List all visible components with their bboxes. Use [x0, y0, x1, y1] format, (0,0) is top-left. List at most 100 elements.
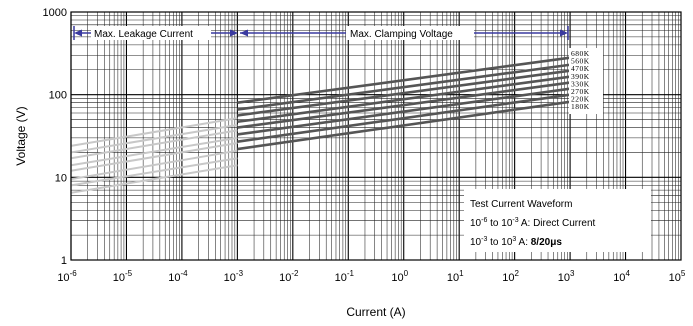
x-tick-base: 10 [613, 272, 625, 284]
clamping-curve-560K [237, 63, 571, 111]
pulse-post: A: [516, 237, 530, 248]
x-tick-base: 10 [502, 272, 514, 284]
x-tick-label: 105 [669, 269, 686, 284]
x-tick-label: 10-1 [335, 269, 355, 284]
clamping-curve-180K [237, 100, 571, 151]
test-waveform-title: Test Current Waveform [470, 199, 572, 210]
curve-label-680K: 680K [571, 49, 590, 58]
x-tick-exponent: 2 [515, 269, 520, 278]
pulse-exp2: 3 [512, 236, 516, 243]
x-tick-label: 104 [613, 269, 630, 284]
y-tick-labels: 1 10 100 1000 [43, 7, 67, 267]
x-tick-label: 10-5 [113, 269, 133, 284]
x-tick-base: 10 [335, 272, 347, 284]
pulse-mid: to 10 [487, 237, 512, 248]
leakage-label: Max. Leakage Current [94, 29, 193, 40]
curve-labels-bg [569, 48, 603, 114]
x-tick-exponent: 1 [459, 269, 464, 278]
x-tick-base: 10 [57, 272, 69, 284]
clamping-annotation: Max. Clamping Voltage [240, 26, 569, 40]
x-tick-label: 10-4 [168, 269, 188, 284]
y-tick-label: 100 [49, 90, 67, 102]
x-tick-label: 103 [558, 269, 575, 284]
grid [70, 12, 681, 261]
x-tick-base: 10 [113, 272, 125, 284]
y-tick-label: 1000 [43, 7, 67, 19]
curve-label-390K: 390K [571, 72, 590, 81]
x-tick-exponent: -1 [347, 269, 355, 278]
clamping-arrow-head-right [560, 29, 568, 37]
curve-label-330K: 330K [571, 79, 590, 88]
x-tick-label: 102 [502, 269, 519, 284]
x-tick-base: 10 [391, 272, 403, 284]
x-tick-label: 10-6 [57, 269, 77, 284]
plot-frame [70, 11, 682, 261]
clamping-label-bg [346, 26, 474, 40]
clamping-curve-220K [237, 93, 571, 143]
x-tick-base: 10 [447, 272, 459, 284]
x-tick-label: 101 [447, 269, 464, 284]
clamping-arrow-head-left [240, 29, 248, 37]
curves [70, 56, 571, 194]
y-tick-label: 10 [55, 172, 67, 184]
x-tick-exponent: 5 [681, 269, 686, 278]
x-tick-exponent: -5 [125, 269, 133, 278]
x-tick-base: 10 [279, 272, 291, 284]
pulse-bold: 8/20μs [531, 237, 563, 248]
clamping-curve-390K [237, 75, 571, 124]
leakage-curve-180K [70, 164, 238, 194]
leakage-annotation: Max. Leakage Current [73, 26, 238, 40]
leakage-label-bg [91, 26, 211, 40]
x-tick-exponent: -2 [291, 269, 299, 278]
x-tick-exponent: 3 [570, 269, 575, 278]
clamping-curve-680K [237, 56, 571, 104]
clamping-curve-470K [237, 69, 571, 117]
x-tick-labels: 10-6 10-5 10-4 10-3 10-2 10-1 100 101 102 103 104 1… [57, 269, 686, 284]
curve-label-470K: 470K [571, 64, 590, 73]
clamping-label: Max. Clamping Voltage [350, 29, 453, 40]
x-tick-exponent: 0 [404, 269, 409, 278]
curve-label-560K: 560K [571, 57, 590, 66]
leakage-curve-560K [70, 123, 238, 154]
test-waveform-line-pulse: 10-3 to 103 A: 8/20μs [470, 236, 562, 248]
test-waveform-box: Test Current Waveform 10-6 to 10-3 A: Di… [464, 189, 651, 252]
curve-label-220K: 220K [571, 95, 590, 104]
leakage-curve-270K [70, 149, 238, 181]
y-axis-title: Voltage (V) [14, 106, 28, 165]
dc-post: A: Direct Current [519, 218, 596, 229]
leakage-curve-470K [70, 129, 238, 160]
x-tick-base: 10 [669, 272, 681, 284]
x-tick-base: 10 [168, 272, 180, 284]
test-waveform-line-dc: 10-6 to 10-3 A: Direct Current [470, 217, 596, 229]
x-tick-base: 10 [224, 272, 236, 284]
x-tick-label: 10-3 [224, 269, 244, 284]
leakage-curve-680K [70, 117, 238, 147]
dc-base1: 10 [470, 218, 482, 229]
x-tick-label: 100 [391, 269, 408, 284]
dc-mid: to 10 [487, 218, 512, 229]
leakage-arrow-head-right [230, 29, 238, 37]
y-tick-label: 1 [61, 255, 67, 267]
x-tick-exponent: -3 [236, 269, 244, 278]
x-axis-title: Current (A) [346, 305, 405, 319]
leakage-curve-220K [70, 157, 238, 187]
x-tick-label: 10-2 [279, 269, 299, 284]
x-tick-exponent: -4 [180, 269, 188, 278]
leakage-curve-390K [70, 136, 238, 167]
dc-exp2: -3 [512, 217, 518, 224]
leakage-curve-330K [70, 142, 238, 172]
test-waveform-box-bg [464, 189, 651, 252]
clamping-curve-330K [237, 81, 571, 129]
x-tick-exponent: -6 [70, 269, 78, 278]
clamping-curve-270K [237, 87, 571, 136]
pulse-exp1: -3 [481, 236, 487, 243]
curve-label-180K: 180K [571, 102, 590, 111]
dc-exp1: -6 [481, 217, 487, 224]
x-tick-exponent: 4 [625, 269, 630, 278]
curve-label-270K: 270K [571, 87, 590, 96]
leakage-arrow-head-left [74, 29, 82, 37]
x-tick-base: 10 [558, 272, 570, 284]
pulse-base1: 10 [470, 237, 482, 248]
